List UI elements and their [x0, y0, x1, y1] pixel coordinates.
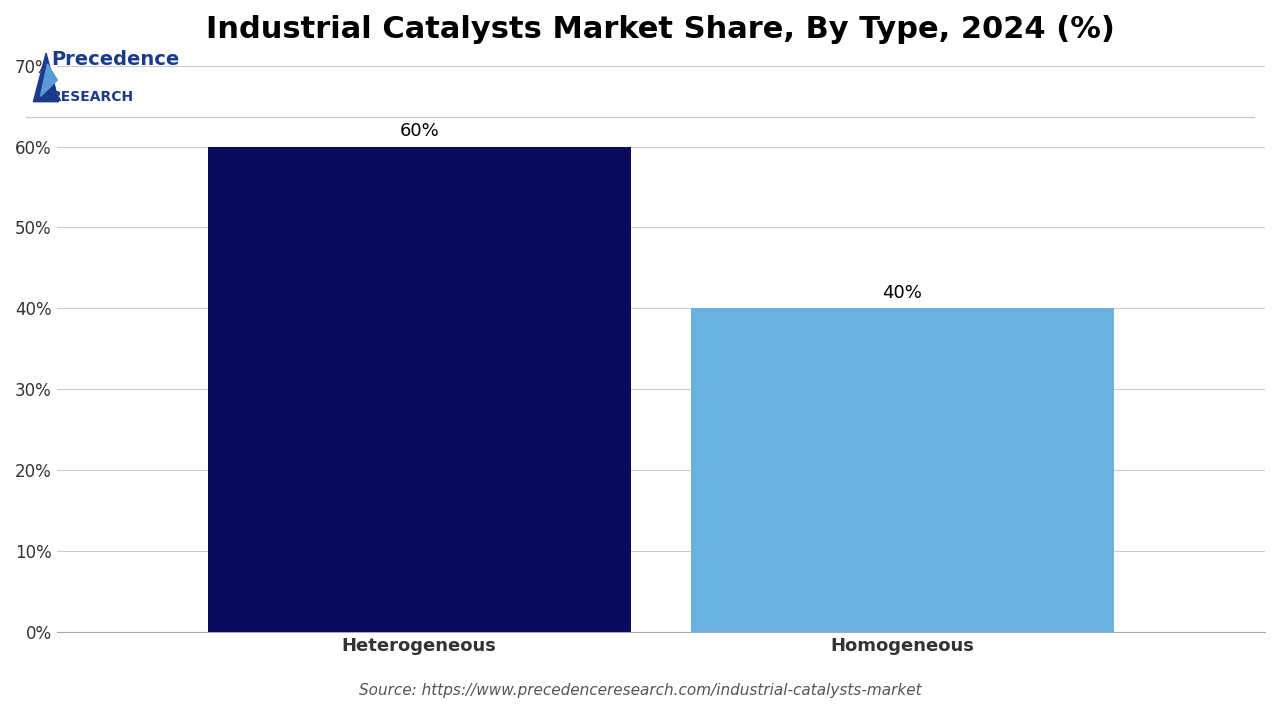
- Bar: [207, 147, 631, 631]
- Text: 60%: 60%: [399, 122, 439, 140]
- Text: 40%: 40%: [882, 284, 923, 302]
- Text: RESEARCH: RESEARCH: [51, 90, 134, 104]
- Text: Source: https://www.precedenceresearch.com/industrial-catalysts-market: Source: https://www.precedenceresearch.c…: [358, 683, 922, 698]
- Polygon shape: [33, 53, 59, 102]
- Bar: [691, 308, 1114, 631]
- Title: Industrial Catalysts Market Share, By Type, 2024 (%): Industrial Catalysts Market Share, By Ty…: [206, 15, 1115, 44]
- Text: Precedence: Precedence: [51, 50, 179, 69]
- Polygon shape: [41, 64, 58, 96]
